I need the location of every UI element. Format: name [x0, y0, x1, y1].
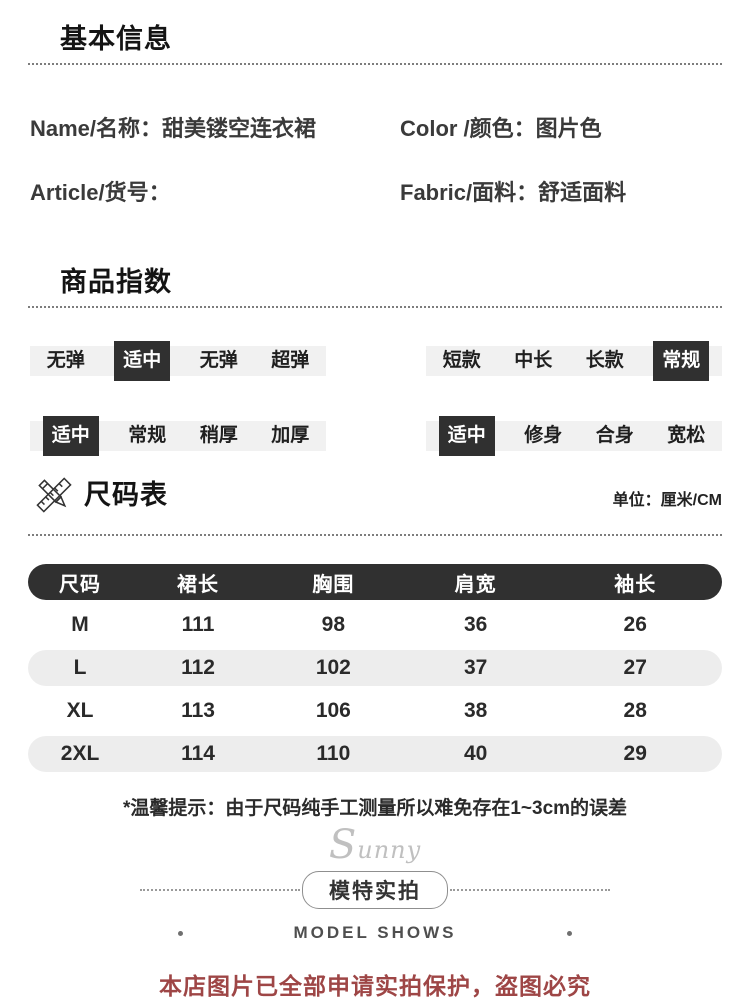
dotted-divider: [28, 63, 722, 65]
cell: 110: [316, 742, 351, 765]
field-name: Name/名称：甜美镂空连衣裙: [30, 115, 400, 143]
col-bust: 胸围: [312, 573, 355, 596]
cell: 29: [623, 742, 647, 765]
field-color-value: 图片色: [535, 116, 602, 141]
field-name-value: 甜美镂空连衣裙: [162, 116, 317, 141]
product-index-title: 商品指数: [60, 267, 172, 297]
dot-icon: [566, 930, 572, 936]
tag-chip: 短款: [442, 350, 481, 371]
field-article: Article/货号：: [30, 179, 400, 207]
cell: M: [71, 613, 89, 636]
col-shoulder: 肩宽: [454, 573, 497, 596]
table-row-l: L 112 102 37 27: [28, 650, 722, 686]
col-sleeve: 袖长: [614, 573, 657, 596]
dotted-divider: [28, 306, 722, 308]
size-note: *温馨提示：由于尺码纯手工测量所以难免存在1~3cm的误差: [122, 798, 628, 819]
col-skirt-length: 裙长: [177, 573, 220, 596]
field-name-label: Name/名称：: [30, 116, 163, 141]
model-shows-text: MODEL SHOWS: [293, 923, 457, 942]
tag-chip: 长款: [585, 350, 624, 371]
cell: 26: [623, 613, 647, 636]
tag-chip: 无弹: [199, 350, 238, 371]
model-shows-caption: MODEL SHOWS: [0, 923, 750, 943]
thickness-tag-group: 适中 常规 稍厚 加厚: [30, 416, 326, 456]
dotted-divider: [28, 534, 722, 536]
index-bars-row-1: 无弹 适中 无弹 超弹 短款 中长 长款 常规: [30, 341, 722, 381]
tag-chip: 无弹: [46, 350, 85, 371]
size-chart-title: 尺码表: [84, 480, 168, 510]
field-fabric-label: Fabric/面料：: [400, 180, 539, 205]
table-row-2xl: 2XL 114 110 40 29: [28, 736, 722, 772]
cell: 2XL: [60, 742, 100, 765]
cell: 102: [315, 656, 351, 679]
tag-chip: 超弹: [271, 350, 310, 371]
cell: XL: [66, 699, 94, 722]
field-fabric-value: 舒适面料: [538, 180, 627, 205]
elasticity-tag-group: 无弹 适中 无弹 超弹: [30, 341, 326, 381]
cell: 114: [181, 742, 215, 765]
tag-chip-selected: 适中: [42, 416, 99, 456]
cell: 98: [321, 613, 346, 636]
ruler-pencil-icon: [36, 476, 72, 514]
tag-chip-selected: 适中: [438, 416, 495, 456]
size-table-header-row: 尺码 裙长 胸围 肩宽 袖长: [28, 564, 722, 600]
basic-info-title: 基本信息: [60, 24, 172, 54]
tag-chip-selected: 适中: [114, 341, 171, 381]
field-fabric: Fabric/面料：舒适面料: [400, 179, 740, 207]
anti-theft-warning: 本店图片已全部申请实拍保护，盗图必究: [159, 973, 591, 999]
table-row-m: M 111 98 36 26: [28, 607, 722, 643]
divider-line-left: [140, 889, 300, 891]
model-shows-box: 模特实拍: [302, 871, 448, 909]
tag-chip-selected: 常规: [653, 341, 710, 381]
col-size: 尺码: [59, 573, 102, 596]
cell: 27: [623, 656, 647, 679]
model-shows-divider: 模特实拍: [0, 871, 750, 909]
fit-tag-group: 适中 修身 合身 宽松: [426, 416, 722, 456]
table-row-xl: XL 113 106 38 28: [28, 693, 722, 729]
size-chart-header: 尺码表 单位：厘米/CM: [36, 476, 722, 514]
cell: 113: [181, 699, 215, 722]
sunny-logo: Sunny: [328, 822, 422, 868]
cell: 28: [623, 699, 647, 722]
tag-chip: 常规: [128, 425, 167, 446]
cell: 36: [463, 613, 488, 636]
cell: L: [73, 656, 87, 679]
tag-chip: 稍厚: [199, 425, 238, 446]
cell: 37: [463, 656, 488, 679]
tag-chip: 加厚: [271, 425, 310, 446]
size-table: 尺码 裙长 胸围 肩宽 袖长 M 111 98 36 26 L 112 102 …: [28, 564, 722, 772]
dot-icon: [178, 930, 184, 936]
length-tag-group: 短款 中长 长款 常规: [426, 341, 722, 381]
tag-chip: 中长: [514, 350, 553, 371]
tag-chip: 修身: [524, 425, 563, 446]
tag-chip: 合身: [595, 425, 634, 446]
size-chart-unit: 单位：厘米/CM: [612, 492, 722, 509]
cell: 111: [181, 613, 215, 636]
field-color: Color /颜色：图片色: [400, 115, 740, 143]
cell: 112: [181, 656, 215, 679]
divider-line-right: [450, 889, 610, 891]
size-chart-title-wrap: 尺码表: [36, 476, 168, 514]
tag-chip: 宽松: [667, 425, 706, 446]
cell: 38: [463, 699, 488, 722]
basic-info-fields: Name/名称：甜美镂空连衣裙 Color /颜色：图片色 Article/货号…: [30, 115, 740, 207]
field-article-label: Article/货号：: [30, 180, 171, 205]
cell: 106: [315, 699, 351, 722]
index-bars-row-2: 适中 常规 稍厚 加厚 适中 修身 合身 宽松: [30, 416, 722, 456]
field-color-label: Color /颜色：: [400, 116, 536, 141]
cell: 40: [463, 742, 488, 765]
